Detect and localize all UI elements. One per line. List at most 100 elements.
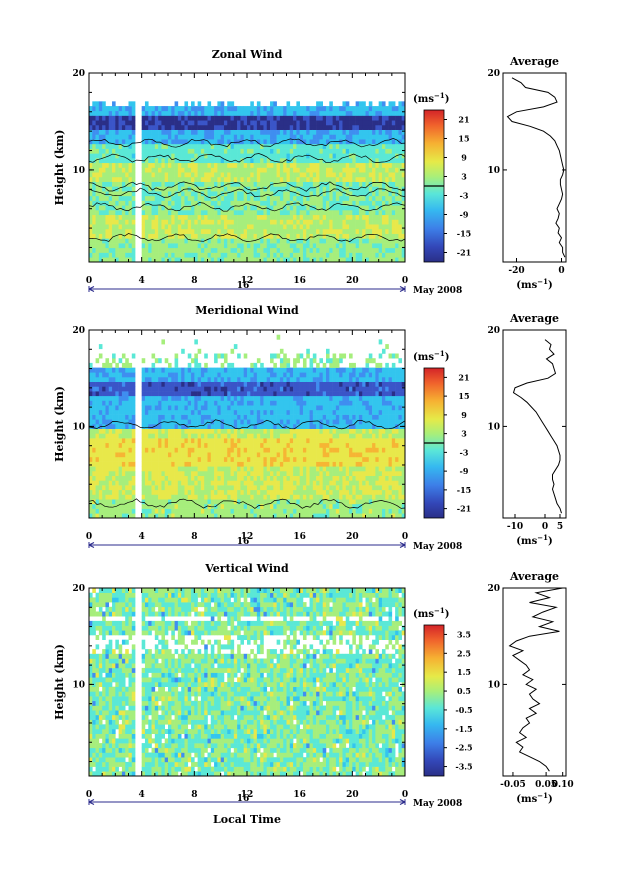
heatmap-cell [250, 367, 254, 373]
heatmap-cell [247, 200, 251, 206]
heatmap-cell [240, 106, 245, 112]
heatmap-cell [401, 176, 406, 182]
heatmap-cell [237, 447, 241, 453]
heatmap-cell [204, 480, 208, 486]
heatmap-cell [105, 377, 110, 382]
heatmap-cell [164, 219, 169, 225]
heatmap-cell [395, 129, 399, 135]
heatmap-cell [131, 456, 136, 462]
heatmap-cell [381, 191, 386, 197]
heatmap-cell [293, 120, 297, 126]
heatmap-cell [148, 139, 152, 145]
heatmap-cell [283, 200, 287, 206]
heatmap-cell [296, 162, 300, 168]
heatmap-cell [286, 134, 291, 140]
heatmap-cell [217, 400, 221, 406]
heatmap-cell [158, 377, 162, 382]
heatmap-cell [207, 485, 212, 491]
heatmap-cell [98, 115, 103, 121]
heatmap-cell [95, 513, 100, 519]
heatmap-cell [276, 134, 281, 140]
heatmap-cell [332, 153, 337, 159]
heatmap-cell [247, 186, 251, 192]
heatmap-cell [151, 205, 156, 211]
heatmap-cell [112, 172, 116, 178]
heatmap-cell [207, 257, 212, 263]
heatmap-cell [184, 489, 189, 495]
heatmap-cell [391, 124, 396, 130]
heatmap-cell [194, 456, 198, 462]
heatmap-cell [102, 438, 106, 444]
heatmap-cell [345, 106, 350, 112]
heatmap-cell [316, 186, 320, 192]
heatmap-cell [391, 186, 396, 192]
heatmap-cell [306, 195, 310, 201]
heatmap-cell [260, 158, 264, 164]
heatmap-cell [250, 433, 254, 439]
heatmap-cell [112, 243, 116, 249]
heatmap-cell [240, 134, 245, 140]
heatmap-cell [194, 419, 198, 425]
heatmap-cell [395, 233, 399, 239]
heatmap-cell [339, 143, 343, 149]
heatmap-cell [230, 247, 235, 253]
heatmap-cell [220, 466, 225, 472]
heatmap-cell [381, 162, 386, 168]
heatmap-cell [187, 503, 192, 509]
heatmap-cell [217, 252, 221, 258]
heatmap-cell [144, 134, 149, 140]
heatmap-cell [174, 172, 179, 178]
heatmap-cell [164, 247, 169, 253]
heatmap-cell [89, 494, 93, 500]
heatmap-cell [154, 139, 159, 145]
heatmap-cell [164, 442, 169, 448]
heatmap-cell [299, 219, 304, 225]
heatmap-cell [174, 405, 179, 411]
heatmap-cell [381, 124, 386, 130]
heatmap-cell [105, 424, 110, 429]
heatmap-cell [223, 386, 228, 392]
heatmap-cell [233, 134, 238, 140]
heatmap-cell [243, 134, 248, 140]
heatmap-cell [121, 120, 126, 126]
heatmap-cell [128, 115, 133, 121]
heatmap-cell [296, 148, 300, 154]
heatmap-cell [118, 257, 123, 263]
heatmap-cell [210, 513, 215, 519]
heatmap-cell [316, 158, 320, 164]
heatmap-cell [108, 167, 113, 173]
heatmap-cell [349, 233, 353, 239]
heatmap-cell [89, 433, 93, 439]
heatmap-cell [233, 191, 238, 197]
heatmap-cell [168, 200, 172, 206]
heatmap-cell [161, 243, 166, 249]
heatmap-cell [125, 391, 129, 397]
heatmap-cell [115, 153, 119, 159]
heatmap-cell [339, 228, 343, 234]
heatmap-cell [148, 395, 152, 401]
heatmap-cell [266, 176, 271, 182]
heatmap-cell [92, 120, 96, 126]
heatmap-cell [322, 115, 327, 121]
heatmap-cell [243, 129, 248, 135]
heatmap-cell [98, 224, 103, 230]
heatmap-cell [368, 115, 373, 121]
heatmap-cell [270, 110, 274, 116]
heatmap-cell [105, 471, 110, 476]
heatmap-cell [243, 489, 248, 495]
heatmap-cell [207, 447, 212, 453]
heatmap-cell [358, 120, 363, 126]
heatmap-cell [151, 200, 156, 206]
heatmap-cell [217, 372, 221, 378]
heatmap-cell [112, 475, 116, 481]
heatmap-cell [168, 191, 172, 197]
heatmap-cell [177, 195, 182, 201]
heatmap-cell [398, 162, 403, 168]
heatmap-cell [191, 252, 195, 258]
heatmap-cell [312, 134, 317, 140]
heatmap-cell [207, 167, 212, 173]
heatmap-cell [174, 513, 179, 519]
heatmap-cell [237, 153, 241, 159]
heatmap-cell [253, 228, 258, 234]
heatmap-cell [98, 372, 103, 378]
